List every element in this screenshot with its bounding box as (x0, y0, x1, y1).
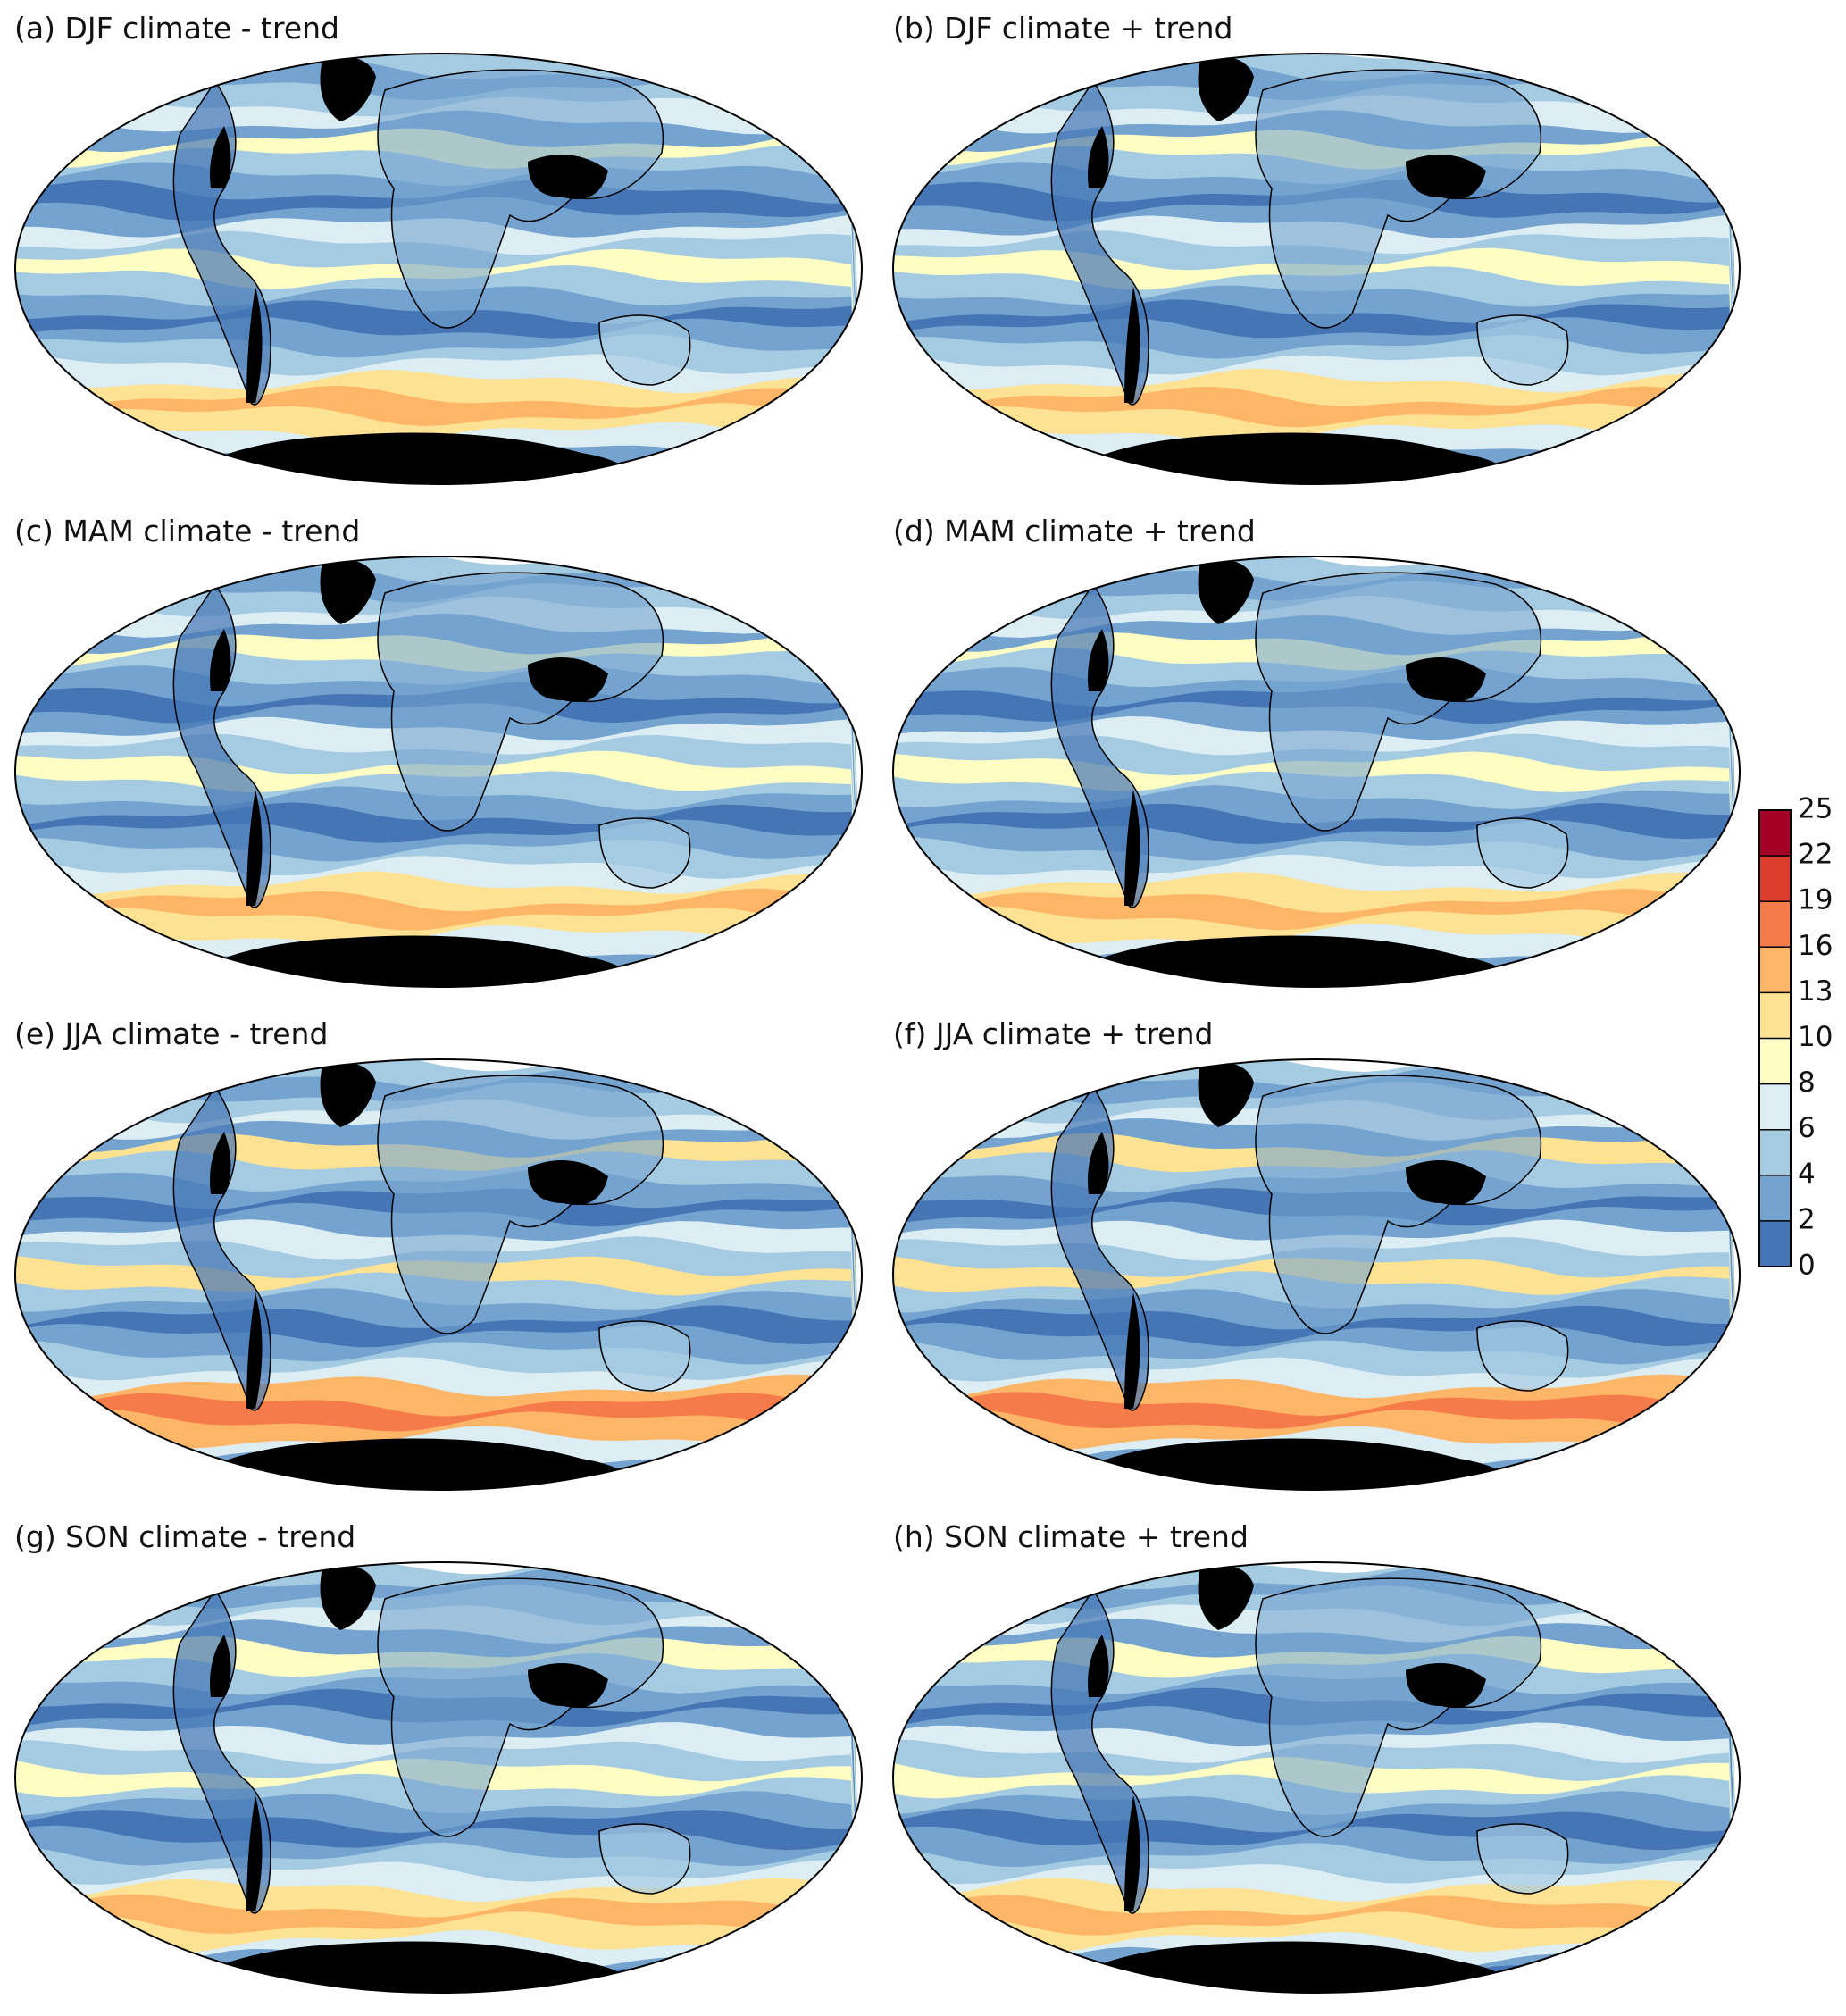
panel-title: (d) MAM climate + trend (893, 514, 1256, 548)
greenland (1198, 559, 1254, 624)
land (1255, 69, 1542, 329)
greenland (320, 1062, 376, 1127)
tibet (1406, 1160, 1486, 1205)
andes (210, 629, 263, 906)
panel-title: (f) JJA climate + trend (893, 1016, 1213, 1051)
map (15, 556, 862, 987)
colorbar-swatch (1759, 1038, 1791, 1084)
tibet (1406, 1663, 1486, 1708)
panel-title: (h) SON climate + trend (893, 1519, 1249, 1554)
andes (1088, 629, 1140, 906)
andes (1088, 1635, 1140, 1911)
map-border (892, 556, 1741, 988)
map (15, 54, 862, 484)
colorbar-frame (1758, 809, 1792, 1267)
land (1255, 1075, 1542, 1334)
land (1476, 1823, 1569, 1895)
colorbar-swatch (1759, 1129, 1791, 1175)
andes (210, 1635, 263, 1911)
map-border (892, 53, 1741, 485)
colorbar-swatch (1759, 810, 1791, 857)
land (377, 69, 664, 329)
land (598, 817, 691, 889)
colorbar-label: 13 (1798, 975, 1833, 1008)
colorbar-label: 22 (1798, 839, 1833, 871)
land (1476, 817, 1569, 889)
greenland (1198, 56, 1254, 121)
panel-title: (e) JJA climate - trend (14, 1016, 328, 1051)
andes (1088, 1132, 1140, 1409)
colorbar-label: 25 (1798, 793, 1833, 825)
panel-title: (b) DJF climate + trend (893, 11, 1232, 46)
andes (210, 1132, 263, 1409)
greenland (1198, 1062, 1254, 1127)
andes (1088, 126, 1140, 403)
map (893, 54, 1740, 484)
land (1476, 314, 1569, 386)
land (377, 1075, 664, 1334)
colorbar-label: 0 (1798, 1250, 1816, 1282)
land (598, 1320, 691, 1392)
tibet (1406, 657, 1486, 702)
greenland (320, 559, 376, 624)
tibet (1406, 155, 1486, 199)
land (377, 572, 664, 832)
map (893, 1562, 1740, 1993)
map (15, 1562, 862, 1993)
colorbar-swatch (1759, 901, 1791, 948)
colorbar-swatch (1759, 1175, 1791, 1221)
colorbar-label: 19 (1798, 884, 1833, 916)
map (893, 556, 1740, 987)
tibet (528, 1663, 608, 1708)
land (377, 1577, 664, 1837)
colorbar-swatch (1759, 856, 1791, 902)
land (598, 1823, 691, 1895)
map-border (14, 53, 863, 485)
greenland (320, 56, 376, 121)
colorbar-label: 2 (1798, 1203, 1816, 1235)
panel-title: (g) SON climate - trend (14, 1519, 355, 1554)
map-border (892, 1058, 1741, 1491)
panel-title: (a) DJF climate - trend (14, 11, 339, 46)
panel-title: (c) MAM climate - trend (14, 514, 360, 548)
colorbar-swatch (1759, 1220, 1791, 1267)
andes (210, 126, 263, 403)
map-border (14, 1058, 863, 1491)
map-border (892, 1561, 1741, 1994)
tibet (528, 657, 608, 702)
colorbar-swatch (1759, 1083, 1791, 1130)
land (1255, 572, 1542, 832)
colorbar-swatch (1759, 947, 1791, 993)
colorbar-label: 6 (1798, 1112, 1816, 1144)
land (1476, 1320, 1569, 1392)
map (15, 1059, 862, 1490)
land (1255, 1577, 1542, 1837)
tibet (528, 1160, 608, 1205)
map-border (14, 1561, 863, 1994)
colorbar-label: 10 (1798, 1021, 1833, 1053)
greenland (1198, 1565, 1254, 1630)
colorbar-label: 16 (1798, 930, 1833, 962)
greenland (320, 1565, 376, 1630)
land (598, 314, 691, 386)
map (893, 1059, 1740, 1490)
tibet (528, 155, 608, 199)
colorbar-swatch (1759, 992, 1791, 1039)
map-border (14, 556, 863, 988)
colorbar-label: 4 (1798, 1158, 1816, 1190)
colorbar-label: 8 (1798, 1067, 1816, 1099)
